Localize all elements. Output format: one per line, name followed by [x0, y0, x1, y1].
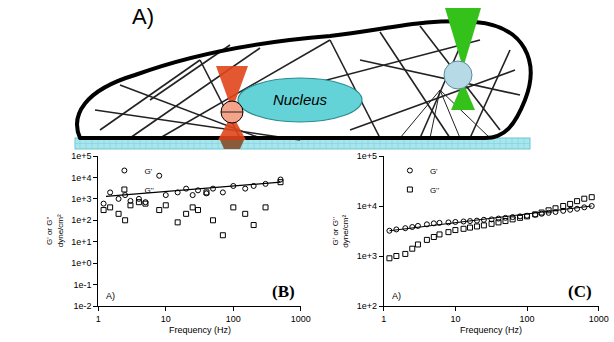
- svg-text:G'': G'': [430, 186, 440, 195]
- svg-text:Frequency (Hz): Frequency (Hz): [460, 325, 522, 335]
- svg-text:A): A): [132, 4, 154, 29]
- svg-text:Nucleus: Nucleus: [273, 91, 328, 108]
- svg-text:1e-1: 1e-1: [73, 280, 91, 290]
- svg-text:1e+1: 1e+1: [71, 237, 91, 247]
- svg-text:100: 100: [520, 314, 535, 324]
- svg-text:(B): (B): [272, 282, 295, 301]
- svg-text:1e+4: 1e+4: [357, 201, 377, 211]
- svg-text:1e+4: 1e+4: [71, 173, 91, 183]
- svg-text:1e+0: 1e+0: [71, 258, 91, 268]
- svg-text:1: 1: [96, 314, 101, 324]
- svg-text:10: 10: [450, 314, 460, 324]
- svg-text:A): A): [392, 291, 401, 301]
- svg-text:G' or G''dyne/cm²: G' or G''dyne/cm²: [331, 215, 350, 248]
- svg-text:100: 100: [226, 314, 241, 324]
- svg-text:G': G': [430, 167, 438, 176]
- svg-text:G': G': [144, 167, 152, 176]
- svg-text:1000: 1000: [291, 314, 311, 324]
- svg-text:1e+5: 1e+5: [357, 151, 377, 161]
- svg-text:1e+5: 1e+5: [71, 151, 91, 161]
- svg-text:1000: 1000: [589, 314, 609, 324]
- svg-text:G' or G''dyne/cm²: G' or G''dyne/cm²: [45, 214, 64, 247]
- svg-text:A): A): [106, 291, 115, 301]
- svg-text:(C): (C): [568, 282, 592, 301]
- svg-text:1e+2: 1e+2: [71, 215, 91, 225]
- svg-text:G'': G'': [144, 186, 154, 195]
- svg-text:Frequency (Hz): Frequency (Hz): [169, 325, 231, 335]
- svg-text:1e-2: 1e-2: [73, 301, 91, 311]
- svg-text:1e+3: 1e+3: [71, 194, 91, 204]
- svg-text:1e+3: 1e+3: [357, 251, 377, 261]
- svg-text:10: 10: [161, 314, 171, 324]
- svg-text:1e+2: 1e+2: [357, 301, 377, 311]
- svg-text:1: 1: [381, 314, 386, 324]
